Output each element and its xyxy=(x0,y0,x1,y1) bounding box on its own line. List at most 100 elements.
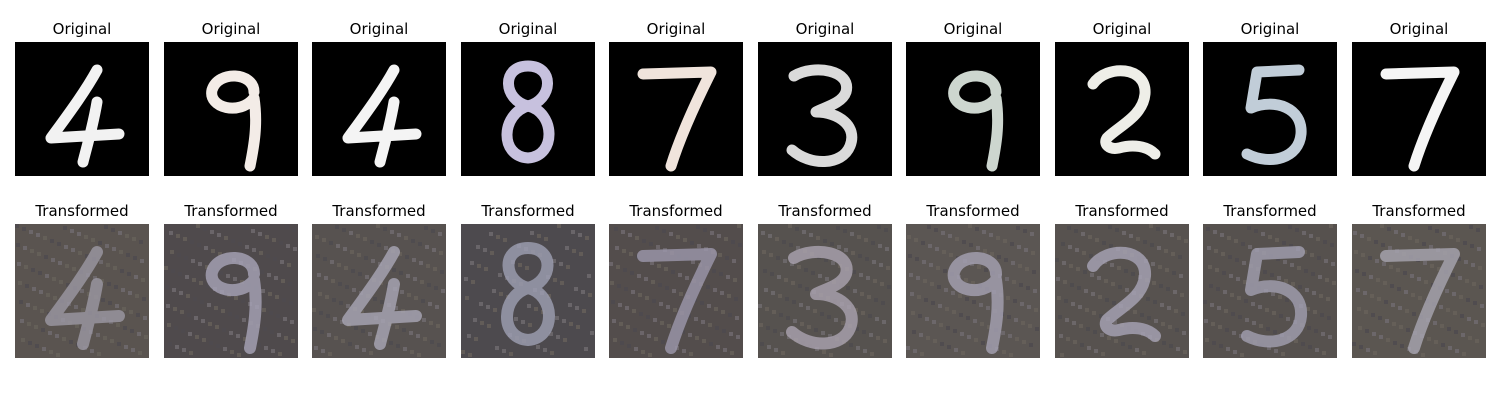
noise-pixel xyxy=(1327,316,1331,320)
noise-pixel xyxy=(645,296,649,300)
noise-pixel xyxy=(1394,230,1398,234)
noise-pixel xyxy=(1208,265,1212,269)
noise-pixel xyxy=(491,270,495,274)
noise-pixel xyxy=(982,230,986,234)
original-panel: Original xyxy=(906,20,1040,176)
noise-pixel xyxy=(1399,325,1403,329)
noise-pixel xyxy=(676,235,680,239)
noise-pixel xyxy=(1365,329,1369,333)
noise-pixel xyxy=(725,256,729,260)
noise-pixel xyxy=(922,260,926,264)
noise-pixel xyxy=(188,332,192,336)
noise-pixel xyxy=(186,294,190,298)
panel-title: Transformed xyxy=(1223,202,1317,220)
noise-pixel xyxy=(23,246,27,250)
noise-pixel xyxy=(1454,330,1458,334)
noise-pixel xyxy=(853,289,857,293)
noise-pixel xyxy=(1005,277,1009,281)
noise-pixel xyxy=(980,322,984,326)
noise-pixel xyxy=(479,302,483,306)
noise-pixel xyxy=(689,352,693,356)
noise-pixel xyxy=(129,310,133,314)
noise-pixel xyxy=(862,330,866,334)
noise-pixel xyxy=(261,289,265,293)
noise-pixel xyxy=(1448,346,1452,350)
noise-pixel xyxy=(1302,231,1306,235)
noise-pixel xyxy=(1220,233,1224,237)
noise-pixel xyxy=(1458,276,1462,280)
noise-pixel xyxy=(1371,313,1375,317)
noise-pixel xyxy=(727,294,731,298)
noise-pixel xyxy=(1098,295,1102,299)
noise-pixel xyxy=(907,235,911,239)
noise-pixel xyxy=(577,344,581,348)
noise-pixel xyxy=(552,259,556,263)
noise-pixel xyxy=(1158,265,1162,269)
noise-pixel xyxy=(281,279,285,283)
noise-pixel xyxy=(433,267,437,271)
noise-pixel xyxy=(1465,279,1469,283)
noise-pixel xyxy=(844,248,848,252)
noise-pixel xyxy=(1463,241,1467,245)
noise-pixel xyxy=(1136,237,1140,241)
noise-pixel xyxy=(139,240,143,244)
noise-pixel xyxy=(986,306,990,310)
noise-pixel xyxy=(860,292,864,296)
noise-pixel xyxy=(764,288,768,292)
noise-pixel xyxy=(615,246,619,250)
noise-pixel xyxy=(664,267,668,271)
noise-pixel xyxy=(1370,294,1374,298)
noise-pixel xyxy=(797,265,801,269)
noise-pixel xyxy=(43,236,47,240)
noise-pixel xyxy=(461,350,465,354)
noise-pixel xyxy=(1356,288,1360,292)
noise-pixel xyxy=(934,228,938,232)
noise-pixel xyxy=(115,304,119,308)
noise-pixel xyxy=(1205,338,1209,342)
digit-image xyxy=(164,42,298,176)
noise-pixel xyxy=(423,337,427,341)
noise-pixel xyxy=(930,282,934,286)
noise-pixel xyxy=(462,239,466,243)
noise-pixel xyxy=(1307,326,1311,330)
noise-pixel xyxy=(203,227,207,231)
noise-pixel xyxy=(191,259,195,263)
noise-pixel xyxy=(435,305,439,309)
noise-pixel xyxy=(1367,237,1371,241)
noise-pixel xyxy=(1251,302,1255,306)
noise-pixel xyxy=(263,327,267,331)
noise-pixel xyxy=(1157,246,1161,250)
noise-pixel xyxy=(1283,260,1287,264)
noise-pixel xyxy=(1091,292,1095,296)
noise-pixel xyxy=(196,224,200,228)
noise-pixel xyxy=(283,317,287,321)
noise-pixel xyxy=(223,347,227,351)
noise-pixel xyxy=(536,345,540,349)
noise-pixel xyxy=(1179,274,1183,278)
noise-pixel xyxy=(490,251,494,255)
noise-pixel xyxy=(1112,301,1116,305)
noise-pixel xyxy=(1422,242,1426,246)
noise-pixel xyxy=(358,272,362,276)
image-background xyxy=(1055,42,1189,176)
noise-pixel xyxy=(472,299,476,303)
noise-pixel xyxy=(432,248,436,252)
noise-pixel xyxy=(119,250,123,254)
noise-pixel xyxy=(1184,239,1188,243)
noise-pixel xyxy=(875,317,879,321)
noise-pixel xyxy=(685,276,689,280)
noise-pixel xyxy=(619,322,623,326)
noise-pixel xyxy=(1378,316,1382,320)
noise-pixel xyxy=(820,312,824,316)
noise-pixel xyxy=(1212,341,1216,345)
noise-pixel xyxy=(407,293,411,297)
noise-pixel xyxy=(1440,324,1444,328)
noise-pixel xyxy=(1001,331,1005,335)
noise-pixel xyxy=(1389,265,1393,269)
noise-pixel xyxy=(1311,272,1315,276)
noise-pixel xyxy=(1261,232,1265,236)
noise-pixel xyxy=(167,323,171,327)
noise-pixel xyxy=(90,349,94,353)
noise-pixel xyxy=(709,342,713,346)
noise-pixel xyxy=(400,290,404,294)
